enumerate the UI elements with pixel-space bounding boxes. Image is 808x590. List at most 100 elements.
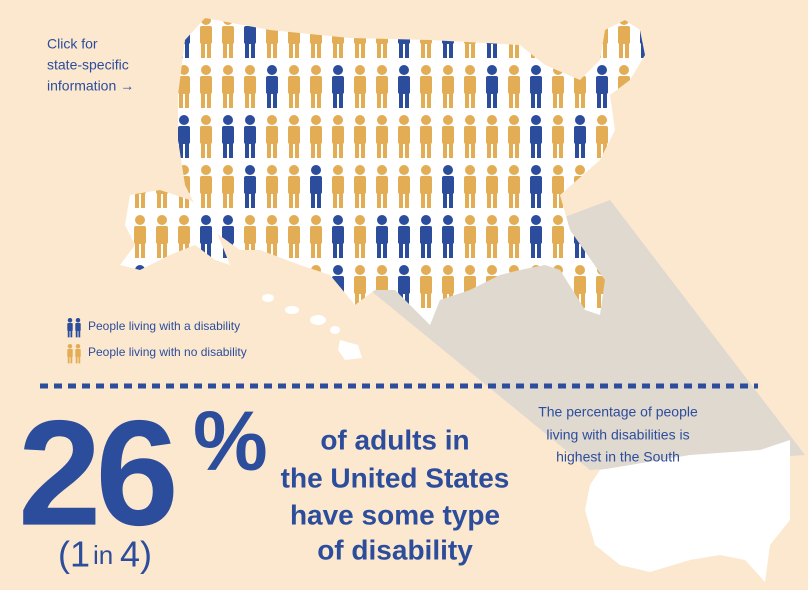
person-icon bbox=[332, 215, 344, 258]
person-leg bbox=[185, 42, 189, 58]
person-head bbox=[223, 115, 233, 125]
person-leg bbox=[405, 192, 409, 208]
person-leg bbox=[421, 92, 425, 108]
person-icon bbox=[530, 65, 542, 108]
person-body bbox=[156, 226, 168, 244]
person-head bbox=[553, 215, 563, 225]
person-body bbox=[67, 348, 73, 358]
person-leg bbox=[229, 92, 233, 108]
person-leg bbox=[553, 142, 557, 158]
state-link[interactable]: Click for state-specific information → bbox=[47, 36, 134, 94]
person-leg bbox=[427, 92, 431, 108]
person-head bbox=[443, 215, 453, 225]
person-leg bbox=[619, 42, 623, 58]
person-icon bbox=[420, 65, 432, 108]
person-leg bbox=[581, 242, 585, 258]
person-body bbox=[178, 226, 190, 244]
person-icon bbox=[244, 165, 256, 208]
person-head bbox=[553, 115, 563, 125]
person-icon bbox=[310, 65, 322, 108]
person-leg bbox=[405, 242, 409, 258]
person-head bbox=[443, 115, 453, 125]
person-leg bbox=[355, 192, 359, 208]
person-leg bbox=[493, 42, 497, 58]
person-leg bbox=[515, 142, 519, 158]
person-leg bbox=[399, 142, 403, 158]
person-head bbox=[201, 215, 211, 225]
person-leg bbox=[531, 192, 535, 208]
person-head bbox=[289, 115, 299, 125]
person-leg bbox=[201, 242, 205, 258]
person-body bbox=[332, 126, 344, 144]
person-body bbox=[552, 176, 564, 194]
person-leg bbox=[355, 42, 359, 58]
person-leg bbox=[311, 192, 315, 208]
person-head bbox=[311, 165, 321, 175]
person-head bbox=[377, 115, 387, 125]
person-body bbox=[310, 226, 322, 244]
person-leg bbox=[515, 42, 519, 58]
person-leg bbox=[487, 242, 491, 258]
person-leg bbox=[487, 142, 491, 158]
person-icon bbox=[486, 65, 498, 108]
person-leg bbox=[553, 242, 557, 258]
person-icon bbox=[354, 215, 366, 258]
person-head bbox=[487, 165, 497, 175]
person-leg bbox=[295, 92, 299, 108]
person-head bbox=[487, 65, 497, 75]
person-icon bbox=[75, 318, 81, 338]
person-head bbox=[399, 65, 409, 75]
person-head bbox=[311, 215, 321, 225]
person-leg bbox=[581, 292, 585, 308]
person-icon bbox=[552, 215, 564, 258]
person-body bbox=[244, 26, 256, 44]
person-body bbox=[420, 176, 432, 194]
person-leg bbox=[207, 142, 211, 158]
person-leg bbox=[251, 192, 255, 208]
person-leg bbox=[515, 92, 519, 108]
person-icon bbox=[398, 65, 410, 108]
person-head bbox=[575, 165, 585, 175]
person-leg bbox=[421, 42, 425, 58]
person-body bbox=[486, 126, 498, 144]
person-icon bbox=[552, 165, 564, 208]
person-body bbox=[530, 226, 542, 244]
person-icon bbox=[508, 165, 520, 208]
person-body bbox=[332, 176, 344, 194]
link-text[interactable]: information → bbox=[47, 78, 134, 94]
person-head bbox=[421, 115, 431, 125]
person-leg bbox=[179, 192, 183, 208]
person-leg bbox=[405, 292, 409, 308]
person-leg bbox=[185, 192, 189, 208]
person-leg bbox=[575, 242, 579, 258]
link-text[interactable]: Click for bbox=[47, 36, 98, 52]
person-leg bbox=[339, 142, 343, 158]
headline-line: of disability bbox=[317, 534, 473, 565]
person-leg bbox=[487, 192, 491, 208]
person-icon bbox=[376, 115, 388, 158]
link-text[interactable]: state-specific bbox=[47, 57, 129, 73]
person-body bbox=[508, 176, 520, 194]
person-icon bbox=[464, 115, 476, 158]
person-body bbox=[618, 26, 630, 44]
person-icon bbox=[420, 215, 432, 258]
person-leg bbox=[229, 42, 233, 58]
person-body bbox=[332, 226, 344, 244]
person-body bbox=[354, 126, 366, 144]
person-body bbox=[310, 176, 322, 194]
person-body bbox=[398, 276, 410, 294]
person-icon bbox=[530, 165, 542, 208]
person-head bbox=[465, 215, 475, 225]
person-icon bbox=[266, 165, 278, 208]
person-body bbox=[200, 226, 212, 244]
person-leg bbox=[471, 92, 475, 108]
person-leg bbox=[581, 92, 585, 108]
person-leg bbox=[70, 356, 73, 364]
person-leg bbox=[537, 192, 541, 208]
person-leg bbox=[537, 142, 541, 158]
person-leg bbox=[597, 142, 601, 158]
person-leg bbox=[311, 242, 315, 258]
person-body bbox=[464, 76, 476, 94]
person-leg bbox=[377, 42, 381, 58]
